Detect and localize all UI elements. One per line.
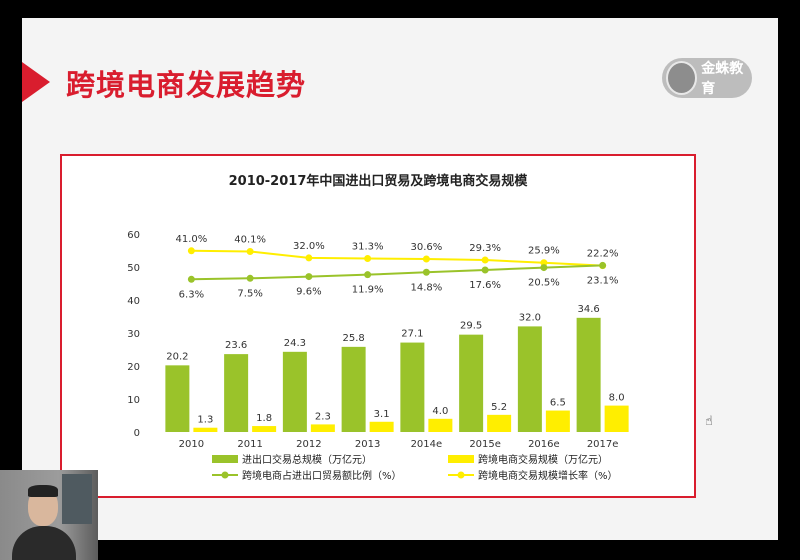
bar-ecommerce bbox=[310, 424, 335, 432]
growth-rate-label: 32.0% bbox=[293, 241, 325, 252]
bar-total bbox=[341, 346, 366, 432]
x-tick-label: 2011 bbox=[237, 439, 262, 450]
logo-text: 金蛛教育 bbox=[701, 61, 744, 97]
bar-total bbox=[400, 342, 425, 432]
x-tick-label: 2016e bbox=[528, 439, 560, 450]
share-ratio-point bbox=[246, 274, 254, 282]
share-ratio-point bbox=[481, 266, 489, 274]
bar-total-label: 34.6 bbox=[577, 304, 599, 315]
share-ratio-point bbox=[305, 273, 313, 281]
bar-ecommerce-label: 4.0 bbox=[432, 406, 448, 417]
hand-cursor-icon: ☝ bbox=[705, 414, 713, 429]
bar-total-label: 32.0 bbox=[519, 312, 541, 323]
x-tick-label: 2013 bbox=[355, 439, 380, 450]
legend-swatch bbox=[448, 455, 474, 463]
x-tick-label: 2010 bbox=[179, 439, 204, 450]
bar-total-label: 23.6 bbox=[225, 340, 247, 351]
bar-total bbox=[576, 317, 601, 432]
slide-title: 跨境电商发展趋势 bbox=[66, 68, 307, 102]
y-tick-label: 50 bbox=[127, 263, 140, 274]
share-ratio-label: 20.5% bbox=[528, 278, 560, 289]
share-ratio-label: 7.5% bbox=[237, 288, 262, 299]
legend-label: 跨境电商交易规模（万亿元） bbox=[478, 453, 608, 466]
bar-ecommerce-label: 3.1 bbox=[374, 409, 390, 420]
y-tick-label: 20 bbox=[127, 362, 140, 373]
growth-rate-label: 29.3% bbox=[469, 243, 501, 254]
y-tick-label: 40 bbox=[127, 296, 140, 307]
growth-rate-point bbox=[481, 256, 489, 264]
bar-total bbox=[165, 365, 190, 432]
share-ratio-label: 9.6% bbox=[296, 287, 321, 298]
growth-rate-point bbox=[187, 247, 195, 255]
chart-frame: 2010-2017年中国进出口贸易及跨境电商交易规模 0 10 20 30 40 50 60… bbox=[60, 154, 696, 498]
growth-rate-label: 25.9% bbox=[528, 246, 560, 257]
growth-rate-label: 22.2% bbox=[587, 249, 619, 260]
bar-total-label: 25.8 bbox=[342, 333, 364, 344]
title-arrow-icon bbox=[22, 62, 50, 102]
share-ratio-point bbox=[187, 275, 195, 283]
bar-total bbox=[459, 334, 484, 432]
x-tick-label: 2014e bbox=[411, 439, 443, 450]
bar-ecommerce bbox=[428, 418, 453, 432]
y-tick-label: 10 bbox=[127, 395, 140, 406]
legend-label: 进出口交易总规模（万亿元） bbox=[242, 453, 372, 466]
growth-rate-label: 30.6% bbox=[410, 242, 442, 253]
legend-swatch bbox=[212, 455, 238, 463]
growth-rate-point bbox=[422, 255, 430, 263]
bar-ecommerce bbox=[193, 427, 218, 432]
y-tick-label: 60 bbox=[127, 230, 140, 241]
bar-ecommerce-label: 6.5 bbox=[550, 398, 566, 409]
legend-label: 跨境电商占进出口贸易额比例（%） bbox=[242, 469, 402, 482]
y-tick-label: 30 bbox=[127, 329, 140, 340]
bar-ecommerce-label: 1.3 bbox=[197, 415, 213, 426]
share-ratio-label: 23.1% bbox=[587, 275, 619, 286]
share-ratio-point bbox=[422, 268, 430, 276]
bar-ecommerce bbox=[252, 426, 277, 432]
bar-ecommerce-label: 5.2 bbox=[491, 402, 507, 413]
x-tick-label: 2015e bbox=[469, 439, 501, 450]
share-ratio-point bbox=[364, 271, 372, 279]
growth-rate-label: 31.3% bbox=[352, 241, 384, 252]
growth-rate-label: 41.0% bbox=[175, 234, 207, 245]
legend-label: 跨境电商交易规模增长率（%） bbox=[478, 469, 618, 482]
share-ratio-label: 6.3% bbox=[179, 289, 204, 300]
brand-logo: 金蛛教育 bbox=[662, 58, 752, 98]
x-tick-label: 2012 bbox=[296, 439, 321, 450]
share-ratio-point bbox=[599, 261, 607, 269]
growth-rate-point bbox=[305, 254, 313, 262]
bar-ecommerce bbox=[545, 410, 570, 432]
growth-rate-line bbox=[191, 249, 603, 267]
bar-ecommerce-label: 1.8 bbox=[256, 413, 272, 424]
share-ratio-label: 11.9% bbox=[352, 285, 384, 296]
share-ratio-label: 17.6% bbox=[469, 280, 501, 291]
bar-ecommerce-label: 8.0 bbox=[609, 393, 625, 404]
y-tick-label: 0 bbox=[134, 428, 140, 439]
share-ratio-line bbox=[191, 264, 603, 281]
legend-swatch-marker bbox=[457, 471, 465, 479]
chart-title: 2010-2017年中国进出口贸易及跨境电商交易规模 bbox=[228, 174, 528, 189]
bar-total-label: 29.5 bbox=[460, 321, 482, 332]
bar-ecommerce bbox=[369, 421, 394, 432]
bar-ecommerce bbox=[487, 414, 512, 432]
growth-rate-point bbox=[540, 259, 548, 267]
bar-ecommerce-label: 2.3 bbox=[315, 411, 331, 422]
bar-total bbox=[224, 354, 249, 432]
spider-logo-icon bbox=[666, 61, 698, 95]
webcam-overlay bbox=[0, 470, 98, 560]
x-tick-label: 2017e bbox=[587, 439, 619, 450]
growth-rate-point bbox=[246, 248, 254, 256]
growth-rate-point bbox=[364, 254, 372, 262]
bar-total bbox=[282, 351, 307, 432]
legend-swatch-marker bbox=[221, 471, 229, 479]
bar-total-label: 27.1 bbox=[401, 329, 423, 340]
growth-rate-label: 40.1% bbox=[234, 235, 266, 246]
share-ratio-point bbox=[540, 264, 548, 272]
bar-ecommerce bbox=[604, 405, 629, 432]
share-ratio-label: 14.8% bbox=[410, 282, 442, 293]
chart-svg: 0 10 20 30 40 50 60 2010 2011 2012 2013 2014e 2015e 2… bbox=[127, 230, 629, 482]
bar-total-label: 24.3 bbox=[284, 338, 306, 349]
bar-total bbox=[517, 326, 542, 432]
bar-total-label: 20.2 bbox=[166, 351, 188, 362]
